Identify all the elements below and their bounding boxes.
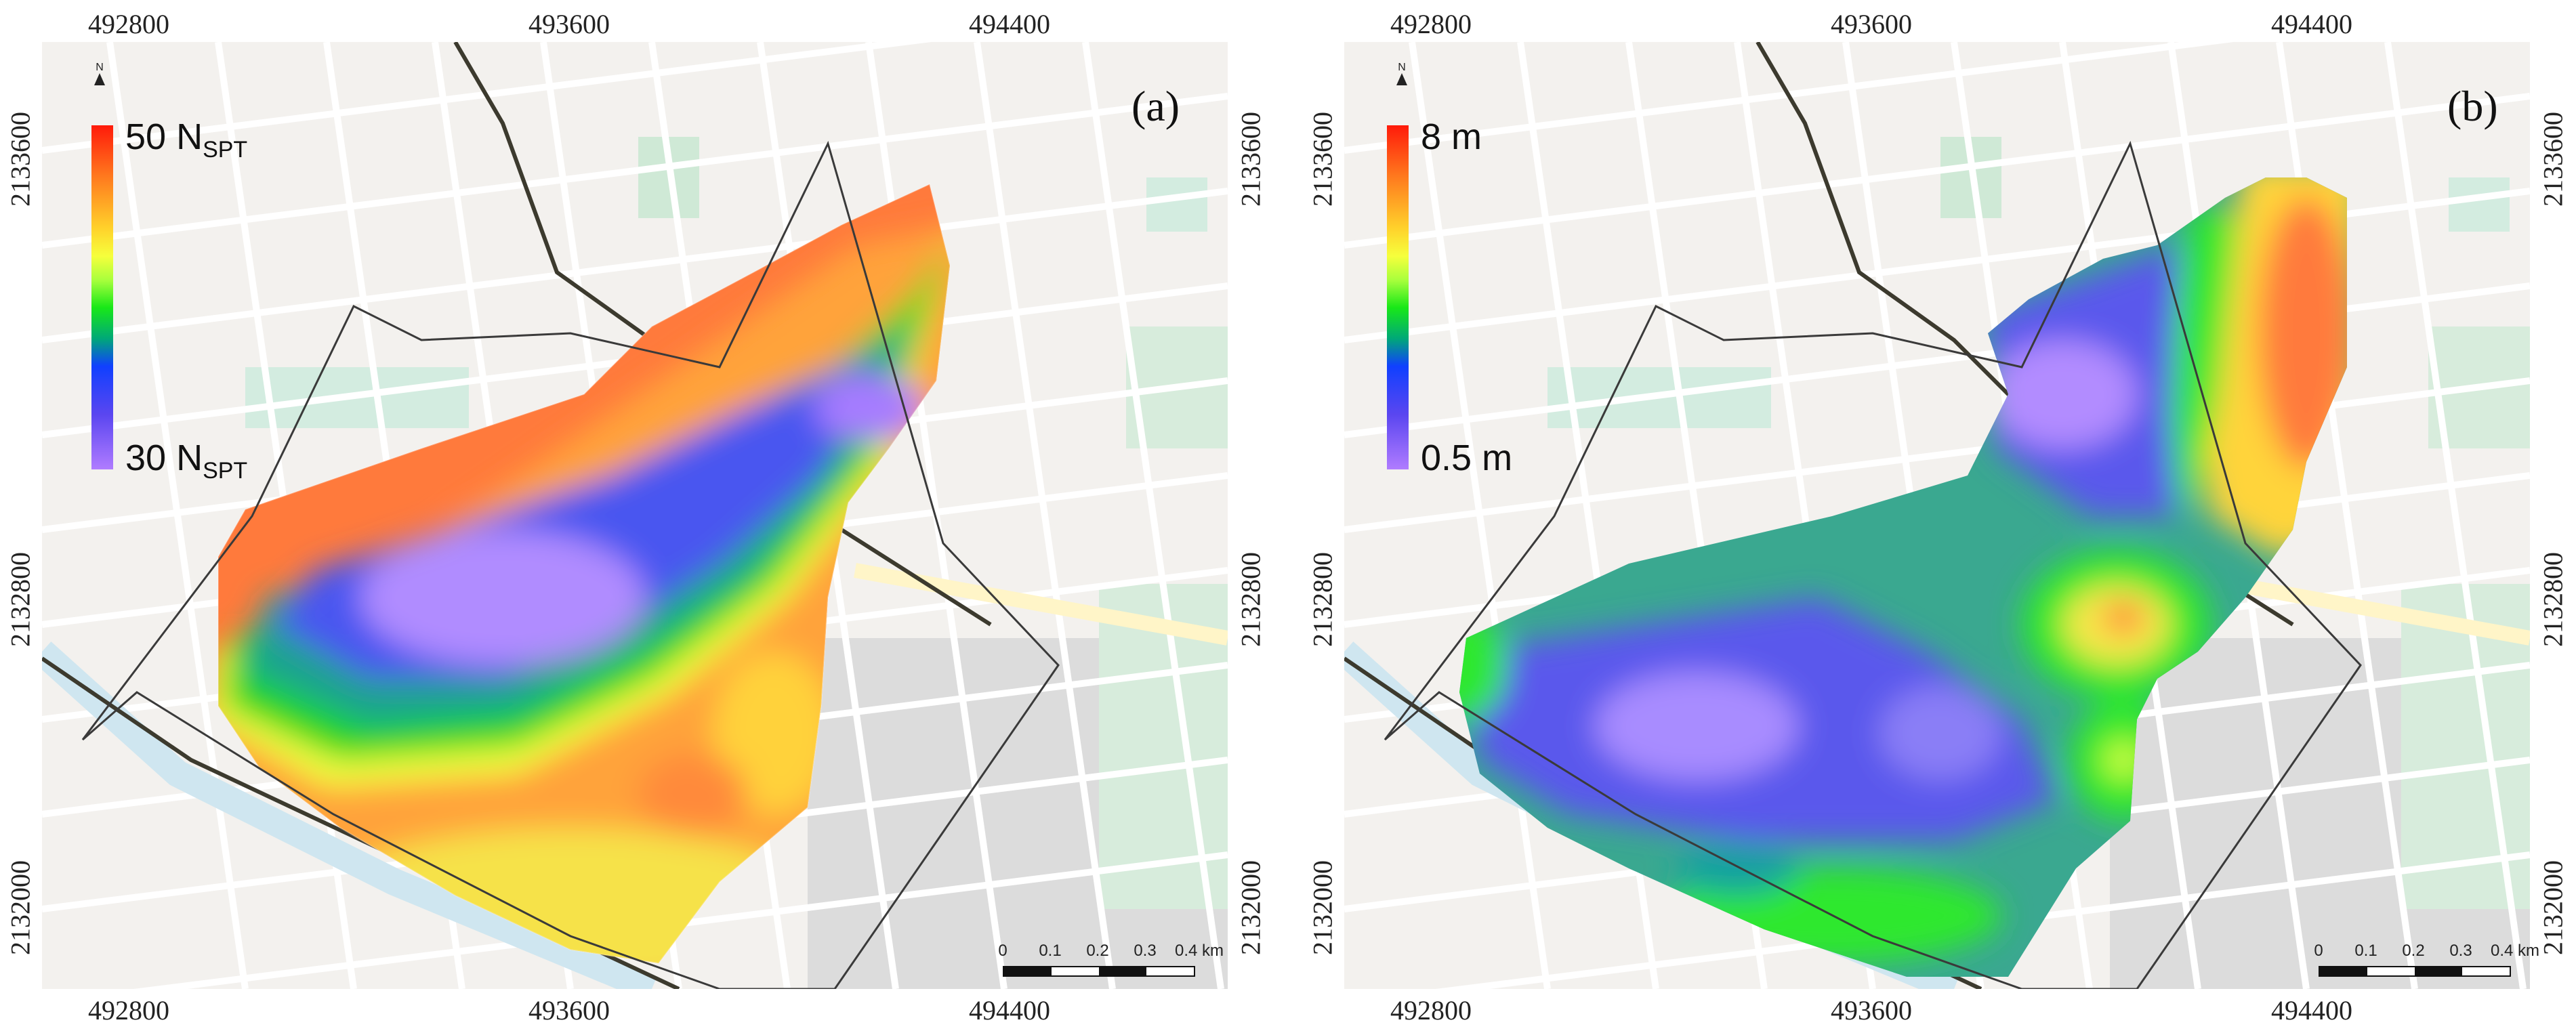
x-tick-label: 494400 [2271,995,2352,1026]
map-panel-a: 492800 493600 494400 492800 493600 49440… [0,0,1274,1033]
x-tick-label: 494400 [969,995,1050,1026]
legend-max-label: 8 m [1421,117,1482,157]
north-arrow-icon: N [91,62,108,85]
map-frame [1344,42,2530,989]
map-frame [42,42,1228,989]
panel-label: (b) [2447,82,2498,130]
legend-color-bar [1387,125,1409,469]
scale-bar: 0 0.1 0.2 0.3 0.4 km [2314,942,2539,989]
north-arrow-icon: N [1394,62,1410,85]
railway-line [453,42,992,627]
x-tick-label: 493600 [528,995,610,1026]
x-tick-label: 493600 [1831,995,1912,1026]
x-tick-label: 492800 [88,9,169,39]
study-area-boundary [81,140,1060,989]
basemap-and-contours [42,42,1228,989]
legend-min-label: 30 NSPT [125,438,248,484]
x-tick-label: 492800 [1390,995,1472,1026]
x-tick-label: 493600 [1831,9,1912,39]
map-panel-b: 492800 493600 494400 492800 493600 49440… [1302,0,2576,1033]
park-area [2449,177,2510,232]
scale-bar: 0 0.1 0.2 0.3 0.4 km [998,942,1224,989]
legend-color-bar [91,125,113,469]
legend-min-label: 0.5 m [1421,438,1513,478]
x-tick-label: 493600 [528,9,610,39]
x-tick-label: 492800 [88,995,169,1026]
study-area-boundary [1384,140,2362,989]
basemap-and-contours [1344,42,2530,989]
x-tick-label: 492800 [1390,9,1472,39]
canal [42,641,657,989]
legend-max-label: 50 NSPT [125,117,248,163]
x-tick-label: 494400 [2271,9,2352,39]
x-tick-label: 494400 [969,9,1050,39]
park-area [1146,177,1207,232]
main-avenue [854,563,1228,646]
panel-label: (a) [1131,82,1180,130]
